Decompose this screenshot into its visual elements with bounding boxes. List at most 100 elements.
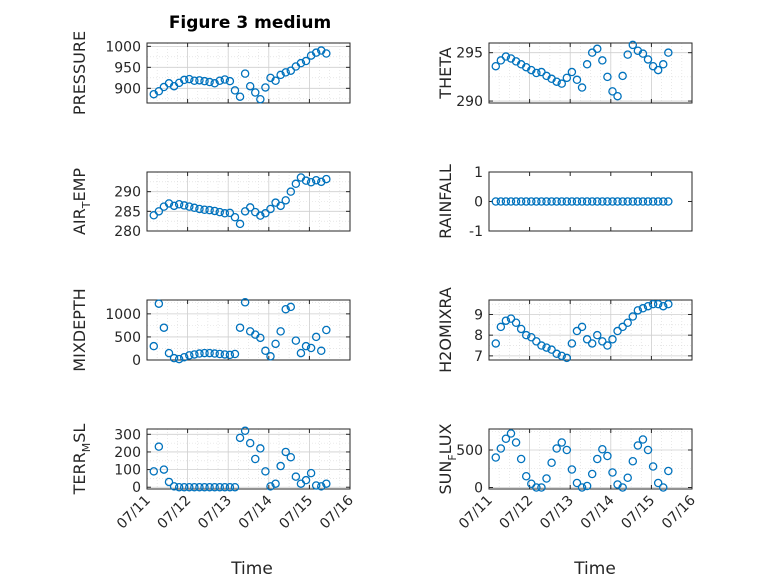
data-point — [623, 318, 632, 328]
data-point — [154, 299, 164, 308]
axes-box — [488, 42, 693, 104]
data-point — [603, 451, 612, 461]
data-point — [256, 333, 265, 343]
data-point — [552, 197, 561, 206]
data-point — [587, 339, 597, 348]
data-point — [623, 197, 632, 206]
data-point — [587, 469, 597, 479]
data-point — [506, 197, 516, 206]
axes-box — [146, 42, 351, 104]
y-tick-label: 100 — [114, 463, 141, 479]
data-point — [230, 86, 240, 95]
x-axis-label-left: Time — [230, 559, 273, 579]
data-point — [316, 346, 326, 356]
data-point — [195, 482, 204, 492]
data-point — [169, 353, 179, 363]
data-point — [572, 478, 582, 488]
data-point — [598, 56, 607, 65]
y-tick-label: 500 — [456, 443, 483, 459]
data-point — [251, 88, 260, 97]
data-point — [582, 335, 592, 344]
data-point — [658, 197, 668, 206]
data-point — [587, 197, 597, 206]
data-point — [205, 77, 214, 87]
data-point — [266, 482, 275, 491]
data-point — [501, 197, 511, 206]
data-point — [322, 479, 331, 488]
y-axis-label: THETA — [436, 47, 455, 99]
data-point — [296, 348, 306, 358]
data-point — [496, 322, 506, 332]
data-point — [276, 461, 285, 471]
data-point — [159, 465, 169, 474]
data-point — [159, 323, 169, 332]
subplot-air-temp: 280 285 290 AIRTEMP — [70, 168, 351, 240]
data-point — [618, 322, 627, 332]
data-point — [154, 207, 164, 216]
data-point — [271, 76, 280, 86]
data-point — [230, 212, 240, 222]
data-point — [271, 339, 280, 349]
y-axis-label: PRESSURE — [70, 31, 89, 115]
data-point — [179, 201, 189, 210]
data-point — [542, 474, 551, 483]
data-point — [179, 75, 189, 85]
data-point — [608, 197, 617, 206]
data-point — [164, 477, 174, 487]
data-point — [205, 482, 214, 492]
data-point — [200, 76, 209, 86]
data-point — [582, 481, 592, 491]
data-point — [491, 453, 501, 462]
data-point — [557, 351, 566, 361]
data-point — [281, 196, 290, 205]
subplot-h2omixra: 7 8 9 H2OMIXRA — [436, 287, 693, 373]
data-point — [643, 55, 653, 64]
data-point — [154, 442, 164, 451]
data-point — [532, 68, 541, 78]
data-point — [301, 475, 311, 485]
y-tick-label: 950 — [114, 60, 141, 76]
data-point — [577, 197, 587, 206]
data-point — [491, 197, 501, 206]
axes-box — [488, 428, 693, 490]
data-point — [164, 199, 174, 208]
data-point — [633, 441, 643, 450]
data-point — [215, 207, 224, 217]
data-point — [174, 354, 184, 364]
y-tick-label: 0 — [474, 481, 483, 497]
data-point — [220, 209, 230, 218]
data-point — [643, 445, 653, 455]
data-point — [311, 481, 321, 490]
data-point — [149, 341, 159, 351]
data-point — [164, 348, 174, 358]
data-point — [608, 468, 617, 477]
data-point — [638, 435, 648, 444]
data-point — [311, 176, 321, 185]
data-point — [542, 197, 551, 206]
data-point — [210, 349, 219, 358]
y-axis-label: AIRTEMP — [70, 168, 93, 235]
data-point — [311, 332, 321, 342]
data-point — [542, 343, 551, 352]
subplot-mixdepth: 0 500 1000 MIXDEPTH — [70, 288, 351, 372]
data-point — [266, 204, 275, 214]
y-tick-label: 500 — [114, 330, 141, 346]
data-point — [638, 49, 648, 58]
data-point — [653, 478, 663, 488]
data-point — [281, 447, 290, 457]
data-point — [618, 197, 627, 206]
data-point — [311, 48, 321, 57]
data-point — [240, 69, 250, 78]
data-point — [664, 48, 673, 57]
data-point — [306, 468, 316, 478]
data-point — [633, 306, 643, 315]
data-point — [261, 209, 270, 218]
data-point — [225, 208, 235, 218]
data-point — [532, 337, 541, 346]
data-point — [521, 330, 531, 340]
data-point — [205, 205, 214, 215]
data-point — [491, 61, 501, 71]
data-point — [185, 351, 194, 360]
axes-box — [146, 171, 351, 232]
